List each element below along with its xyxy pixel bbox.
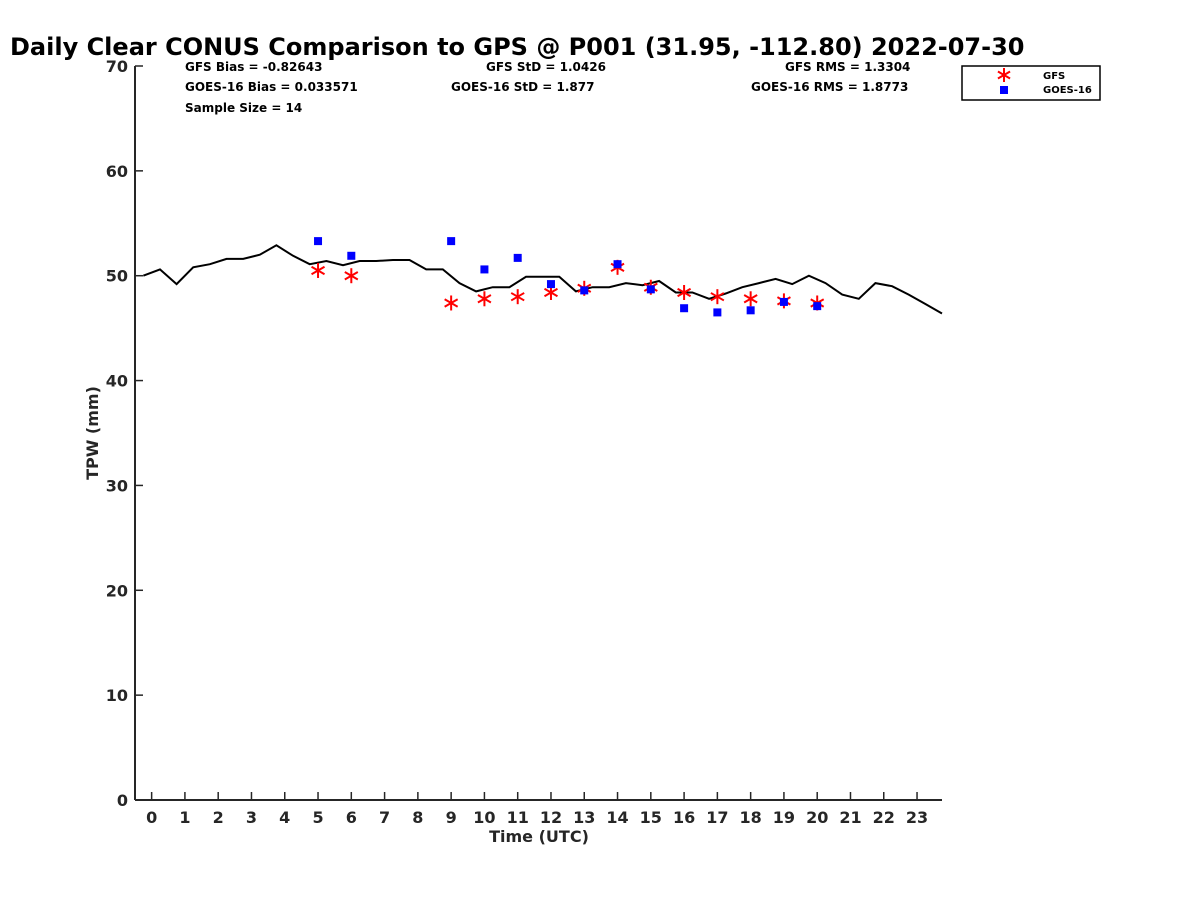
gfs-point (344, 268, 359, 284)
x-axis-label: Time (UTC) (489, 827, 589, 846)
stats-block: GFS Bias = -0.82643 GOES-16 Bias = 0.033… (185, 60, 910, 115)
x-tick-label: 22 (873, 808, 895, 827)
x-tick-label: 11 (507, 808, 529, 827)
x-tick-label: 15 (640, 808, 662, 827)
x-tick-label: 18 (740, 808, 762, 827)
x-tick-label: 6 (346, 808, 357, 827)
x-tick-label: 14 (606, 808, 628, 827)
goes16-point (546, 280, 555, 289)
goes16-point (580, 286, 589, 295)
x-tick-label: 0 (146, 808, 157, 827)
y-tick-label: 20 (106, 581, 128, 600)
legend-gfs-asterisk (997, 68, 1011, 82)
x-tick-label: 7 (379, 808, 390, 827)
legend-goes-square-icon (1000, 86, 1008, 94)
legend-box (961, 65, 1101, 101)
x-tick-label: 10 (473, 808, 495, 827)
goes16-point (447, 237, 456, 246)
y-tick-label: 30 (106, 476, 128, 495)
goes-rms-text: GOES-16 RMS = 1.8773 (751, 80, 908, 94)
y-axis-ticks: 0 10 20 30 40 50 60 70 (106, 57, 143, 810)
gfs-point (710, 289, 725, 305)
goes16-point (613, 260, 622, 269)
x-tick-label: 20 (806, 808, 828, 827)
x-tick-label: 12 (540, 808, 562, 827)
x-tick-label: 3 (246, 808, 257, 827)
x-tick-label: 2 (213, 808, 224, 827)
y-tick-label: 50 (106, 267, 128, 286)
x-tick-label: 1 (179, 808, 190, 827)
legend-gfs-asterisk-icon (997, 68, 1011, 82)
y-tick-label: 0 (117, 791, 128, 810)
gfs-point (510, 289, 525, 305)
goes16-point (779, 297, 788, 306)
gfs-point (677, 284, 692, 300)
x-axis-ticks: 0 1 2 3 4 5 6 7 8 9 10 11 12 13 14 15 16 17 18 19 20 21 22 23 (146, 792, 928, 827)
goes16-point (713, 308, 722, 317)
gfs-point (311, 262, 326, 278)
y-tick-label: 60 (106, 162, 128, 181)
goes-std-text: GOES-16 StD = 1.877 (451, 80, 594, 94)
x-tick-label: 5 (312, 808, 323, 827)
x-tick-label: 13 (573, 808, 595, 827)
legend-gfs-label: GFS (1043, 71, 1065, 82)
axes (134, 66, 942, 801)
x-tick-label: 16 (673, 808, 695, 827)
chart-title: Daily Clear CONUS Comparison to GPS @ P0… (10, 33, 1024, 61)
goes16-point (347, 251, 356, 260)
gfs-std-text: GFS StD = 1.0426 (486, 60, 606, 74)
y-tick-label: 70 (106, 57, 128, 76)
goes16-point (480, 265, 489, 274)
sample-size-text: Sample Size = 14 (185, 101, 302, 115)
x-tick-label: 9 (446, 808, 457, 827)
x-tick-label: 17 (706, 808, 728, 827)
y-tick-label: 10 (106, 686, 128, 705)
goes16-point (314, 237, 323, 246)
gfs-point (743, 291, 758, 307)
gfs-point (477, 291, 492, 307)
y-tick-label: 40 (106, 372, 128, 391)
legend-goes-label: GOES-16 (1043, 85, 1092, 96)
goes16-point (646, 285, 655, 294)
x-tick-label: 4 (279, 808, 290, 827)
goes16-point (746, 306, 755, 315)
x-tick-label: 21 (839, 808, 861, 827)
y-axis-label: TPW (mm) (83, 386, 102, 480)
x-tick-label: 23 (906, 808, 928, 827)
gps-series-line (142, 244, 943, 315)
x-tick-label: 19 (773, 808, 795, 827)
gfs-point (444, 295, 459, 311)
gfs-rms-text: GFS RMS = 1.3304 (785, 60, 910, 74)
legend: GFS GOES-16 (961, 65, 1101, 101)
gfs-bias-text: GFS Bias = -0.82643 (185, 60, 322, 74)
goes16-point (513, 253, 522, 262)
goes16-point (813, 302, 822, 311)
x-tick-label: 8 (412, 808, 423, 827)
goes-bias-text: GOES-16 Bias = 0.033571 (185, 80, 358, 94)
goes16-point (680, 304, 689, 313)
plot-area (142, 237, 943, 317)
